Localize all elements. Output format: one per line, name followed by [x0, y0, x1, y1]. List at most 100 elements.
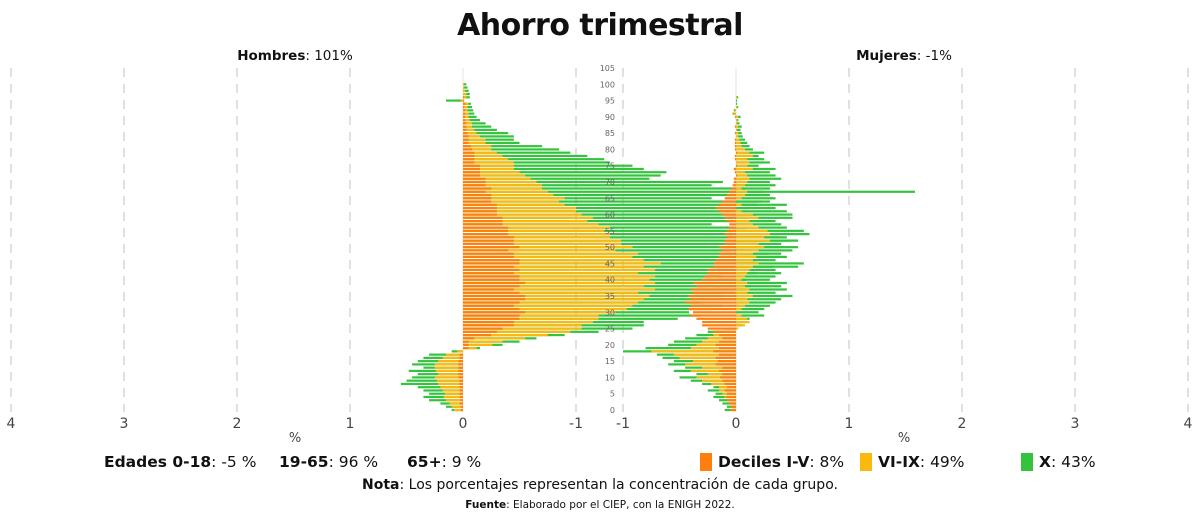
bar-deciles-vi-ix — [736, 242, 759, 245]
bar-decile-x — [736, 151, 765, 154]
bar-deciles-vi-ix — [438, 373, 463, 376]
bar-deciles-vi-ix — [463, 347, 477, 350]
bar-deciles-i-v — [463, 174, 480, 177]
bar-deciles-i-v — [463, 177, 486, 180]
bar-deciles-vi-ix — [463, 164, 514, 167]
chart-source: Fuente: Elaborado por el CIEP, con la EN… — [0, 499, 1200, 511]
source-label: Fuente — [465, 499, 507, 511]
age-group-0-18: Edades 0-18: -5 % — [104, 453, 256, 471]
bar-deciles-i-v — [726, 236, 736, 239]
bar-deciles-i-v — [459, 382, 463, 386]
bar-deciles-i-v — [463, 301, 520, 304]
bar-deciles-vi-ix — [463, 203, 565, 206]
age-group-value: : 9 % — [441, 453, 482, 471]
bar-deciles-vi-ix — [463, 154, 503, 158]
bar-decile-x — [736, 259, 776, 262]
bar-deciles-vi-ix — [736, 197, 742, 200]
bar-deciles-vi-ix — [736, 288, 750, 291]
bar-deciles-vi-ix — [463, 229, 605, 232]
bar-deciles-vi-ix — [463, 333, 548, 337]
bar-decile-x — [463, 109, 474, 112]
bar-deciles-vi-ix — [736, 223, 753, 226]
bar-deciles-i-v — [713, 350, 736, 353]
bar-deciles-i-v — [463, 164, 480, 167]
bar-decile-x — [736, 138, 746, 141]
bar-deciles-i-v — [458, 363, 463, 366]
bar-deciles-vi-ix — [463, 255, 633, 259]
bar-decile-x — [463, 119, 480, 122]
bar-deciles-vi-ix — [736, 187, 742, 190]
bar-deciles-i-v — [459, 402, 463, 405]
bar-deciles-vi-ix — [463, 330, 571, 333]
bar-decile-x — [463, 135, 514, 138]
bar-deciles-vi-ix — [463, 141, 486, 145]
bar-deciles-vi-ix — [451, 405, 463, 408]
bar-deciles-i-v — [463, 278, 520, 281]
bar-deciles-vi-ix — [463, 236, 610, 239]
y-tick-label: 25 — [605, 325, 615, 334]
bar-deciles-i-v — [463, 190, 486, 193]
bar-deciles-vi-ix — [736, 171, 746, 174]
bar-deciles-i-v — [724, 389, 736, 392]
bar-deciles-vi-ix — [463, 102, 469, 105]
bar-deciles-i-v — [463, 272, 514, 275]
bar-decile-x — [736, 132, 742, 135]
legend-value: : 49% — [919, 453, 965, 471]
bar-deciles-i-v — [713, 262, 736, 265]
bar-deciles-vi-ix — [463, 268, 656, 272]
bar-deciles-vi-ix — [736, 128, 738, 131]
bar-decile-x — [736, 298, 782, 301]
y-tick-label: 100 — [600, 80, 615, 89]
bar-deciles-vi-ix — [736, 226, 759, 229]
bar-deciles-i-v — [458, 366, 463, 369]
bar-deciles-i-v — [719, 255, 736, 259]
bar-decile-x — [736, 278, 770, 281]
note-text: : Los porcentajes representan la concent… — [399, 477, 838, 493]
bar-deciles-vi-ix — [463, 294, 650, 298]
bar-deciles-i-v — [722, 379, 736, 382]
bar-deciles-vi-ix — [736, 320, 750, 324]
bar-deciles-i-v — [720, 376, 736, 379]
bar-deciles-vi-ix — [696, 376, 736, 379]
bar-deciles-vi-ix — [463, 86, 465, 89]
x-tick-label: 4 — [1184, 416, 1193, 432]
bar-decile-x — [463, 177, 650, 180]
bar-deciles-vi-ix — [463, 187, 543, 190]
y-tick-label: 40 — [605, 276, 615, 285]
bar-deciles-vi-ix — [463, 105, 468, 109]
bar-deciles-vi-ix — [736, 301, 750, 304]
bar-deciles-vi-ix — [463, 288, 656, 291]
bar-decile-x — [736, 246, 799, 249]
bar-deciles-vi-ix — [463, 119, 470, 122]
bar-deciles-i-v — [722, 213, 736, 216]
bar-deciles-i-v — [702, 324, 736, 327]
chart-note: Nota: Los porcentajes representan la con… — [0, 477, 1200, 493]
bar-deciles-vi-ix — [736, 145, 742, 148]
y-tick-label: 70 — [605, 178, 615, 187]
bar-deciles-i-v — [463, 330, 497, 333]
bar-decile-x — [736, 174, 776, 177]
bar-decile-x — [736, 180, 770, 184]
bar-deciles-vi-ix — [463, 213, 582, 216]
bar-deciles-vi-ix — [463, 83, 465, 86]
y-tick-label: 5 — [610, 390, 615, 399]
bar-deciles-vi-ix — [679, 356, 736, 359]
bar-deciles-vi-ix — [707, 373, 736, 376]
bar-deciles-vi-ix — [463, 281, 656, 285]
bar-decile-x — [736, 206, 776, 210]
bar-decile-x — [736, 226, 787, 229]
bar-decile-x — [736, 252, 782, 255]
bar-deciles-i-v — [719, 353, 736, 356]
bar-deciles-vi-ix — [438, 360, 463, 363]
bar-deciles-vi-ix — [463, 135, 480, 138]
bar-decile-x — [736, 177, 782, 180]
bar-deciles-vi-ix — [736, 180, 748, 184]
bar-decile-x — [736, 255, 787, 259]
bar-deciles-i-v — [463, 268, 520, 272]
bar-decile-x — [463, 174, 661, 177]
bar-decile-x — [736, 197, 776, 200]
men-panel-label: Hombres — [237, 48, 306, 64]
legend-x: X: 43% — [1021, 453, 1096, 471]
bar-deciles-i-v — [722, 249, 736, 252]
